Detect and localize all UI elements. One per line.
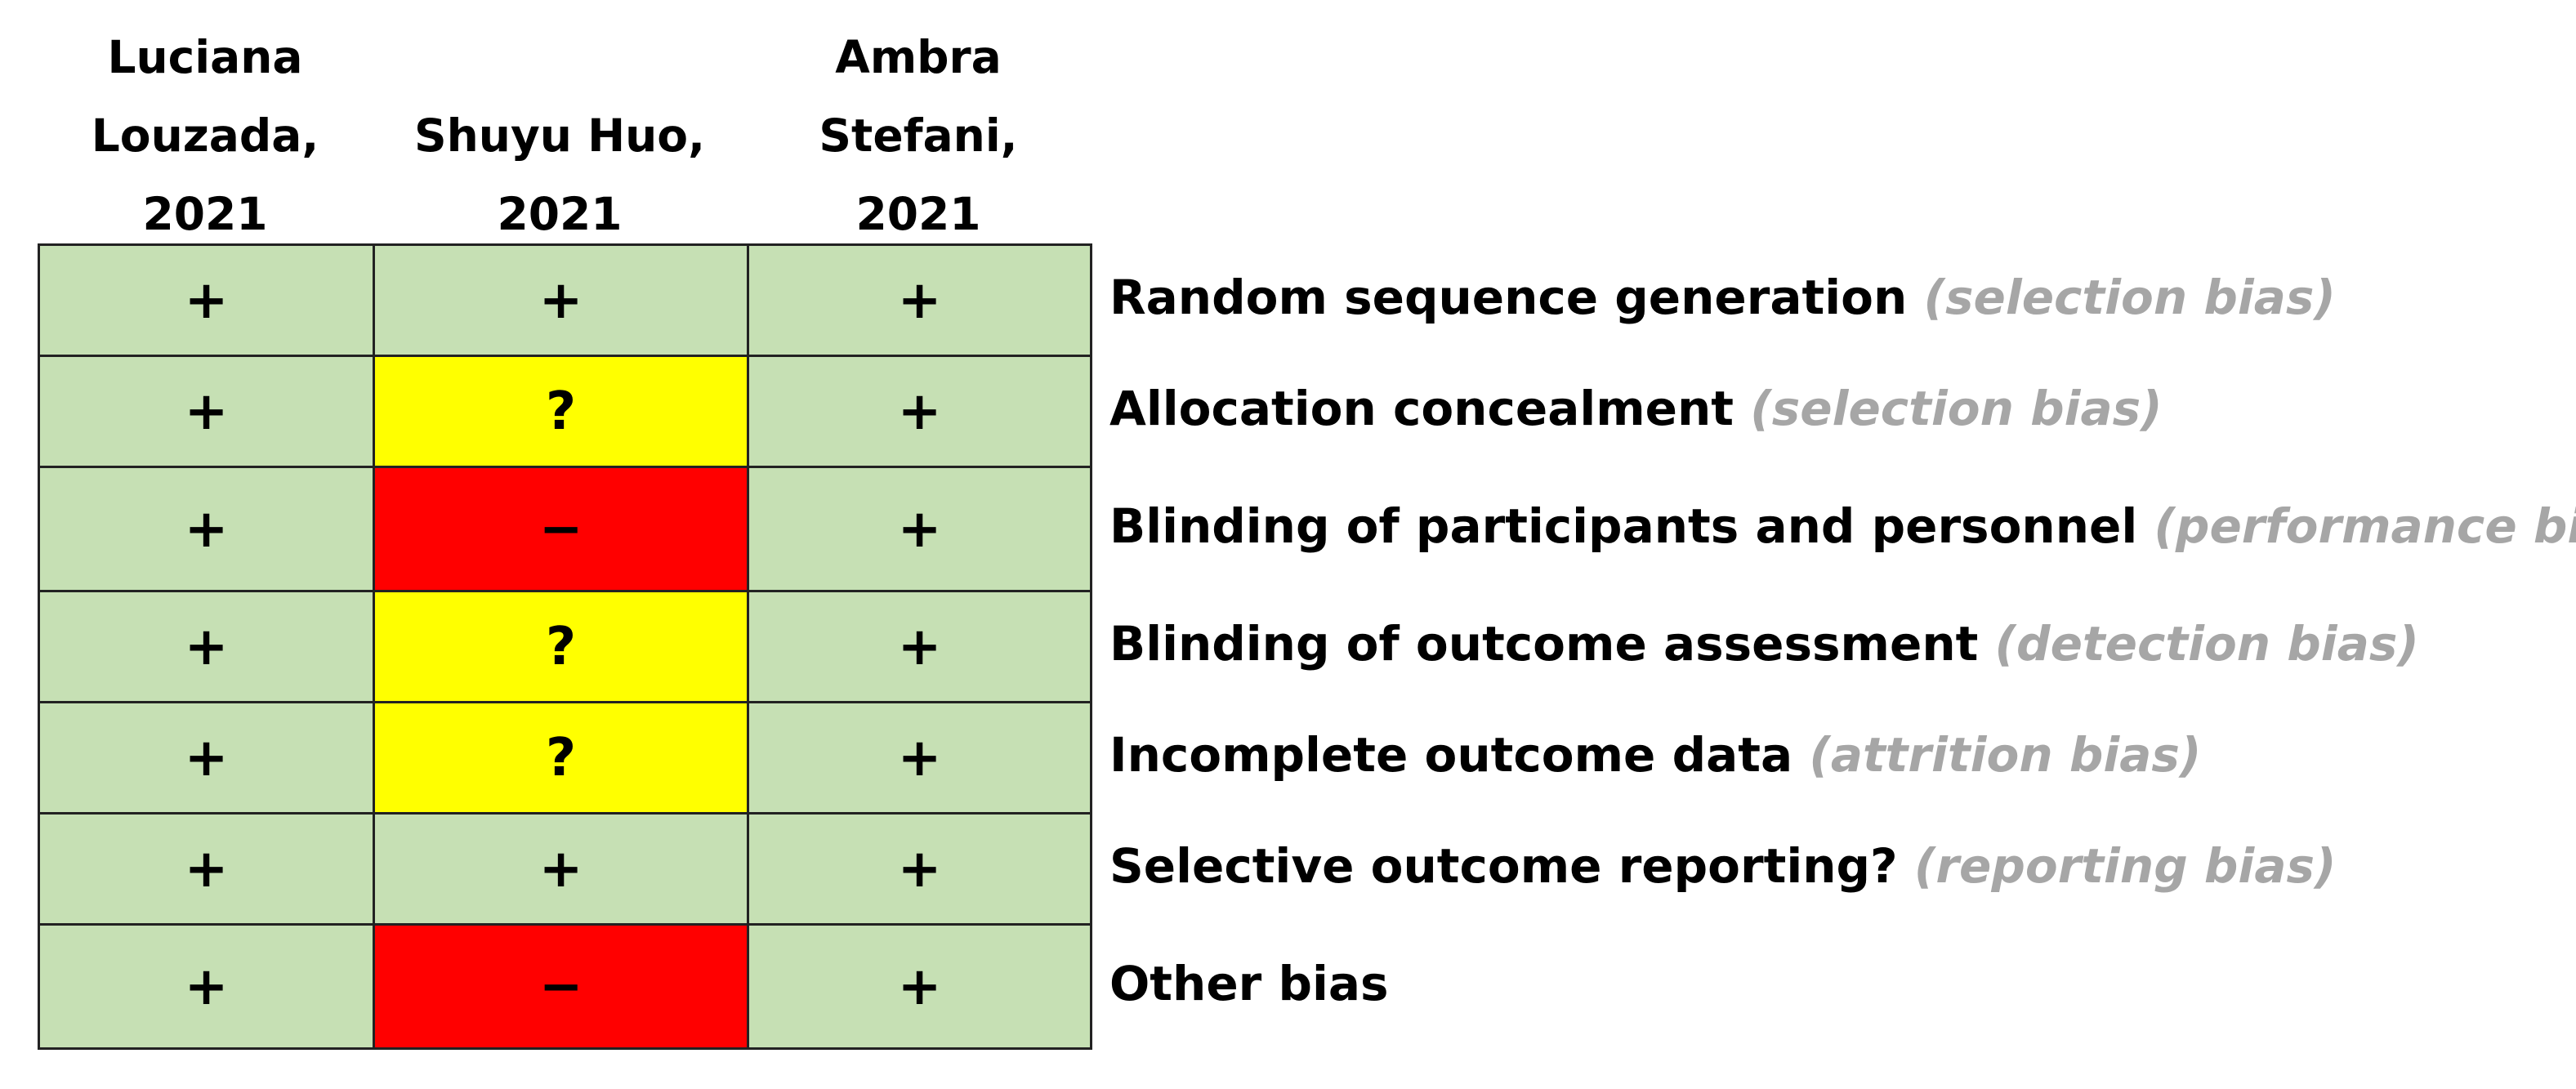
header-line: Stefani, xyxy=(819,109,1018,162)
header-shuyu-huo: Shuyu Huo, 2021 xyxy=(373,96,747,253)
judgement-cell: + xyxy=(747,590,1092,703)
domain-label: Blinding of outcome assessment (detectio… xyxy=(1109,616,2419,672)
bias-category: (selection bias) xyxy=(1923,270,2336,325)
judgement-cell: − xyxy=(373,923,749,1050)
bias-category: (selection bias) xyxy=(1750,381,2163,436)
domain-name: Selective outcome reporting? xyxy=(1109,838,1898,894)
header-line: 2021 xyxy=(855,188,981,240)
domain-label: Random sequence generation (selection bi… xyxy=(1109,270,2336,325)
judgement-cell: + xyxy=(38,590,375,703)
judgement-cell: + xyxy=(38,923,375,1050)
header-line: 2021 xyxy=(497,188,623,240)
domain-name: Blinding of participants and personnel xyxy=(1109,498,2138,554)
domain-label: Selective outcome reporting? (reporting … xyxy=(1109,838,2336,894)
judgement-cell: + xyxy=(38,701,375,815)
grid-row: +? + xyxy=(38,701,1092,815)
grid-row: +? + xyxy=(38,355,1092,468)
grid-row: +? + xyxy=(38,590,1092,703)
judgement-cell: + xyxy=(38,355,375,468)
judgement-cell: ? xyxy=(373,701,749,815)
judgement-cell: + xyxy=(38,243,375,357)
judgement-cell: ? xyxy=(373,355,749,468)
judgement-cell: + xyxy=(38,812,375,926)
domain-label: Other bias xyxy=(1109,956,1389,1011)
grid-row: + + + xyxy=(38,812,1092,926)
judgement-cell: + xyxy=(747,812,1092,926)
header-line: Ambra xyxy=(835,31,1002,83)
risk-of-bias-grid: + + + +? + + − + +? + +? + + + + + − + xyxy=(38,243,1092,1050)
header-luciana-louzada: Luciana Louzada, 2021 xyxy=(38,18,373,253)
bias-category: (performance bias) xyxy=(2154,498,2576,554)
bias-category: (reporting bias) xyxy=(1913,838,2337,894)
domain-name: Blinding of outcome assessment xyxy=(1109,616,1979,672)
domain-name: Other bias xyxy=(1109,956,1389,1011)
judgement-cell: + xyxy=(38,466,375,592)
judgement-cell: + xyxy=(747,701,1092,815)
header-line: Shuyu Huo, xyxy=(414,109,705,162)
domain-name: Allocation concealment xyxy=(1109,381,1734,436)
domain-name: Incomplete outcome data xyxy=(1109,727,1793,783)
domain-label: Blinding of participants and personnel (… xyxy=(1109,498,2576,554)
header-line: Louzada, xyxy=(91,109,319,162)
judgement-cell: ? xyxy=(373,590,749,703)
judgement-cell: + xyxy=(747,355,1092,468)
domain-name: Random sequence generation xyxy=(1109,270,1908,325)
judgement-cell: + xyxy=(373,243,749,357)
judgement-cell: + xyxy=(747,243,1092,357)
judgement-cell: − xyxy=(373,466,749,592)
grid-row: + − + xyxy=(38,923,1092,1050)
judgement-cell: + xyxy=(747,466,1092,592)
header-line: Luciana xyxy=(107,31,303,83)
bias-category: (detection bias) xyxy=(1994,616,2419,672)
header-ambra-stefani: Ambra Stefani, 2021 xyxy=(747,18,1090,253)
domain-label: Allocation concealment (selection bias) xyxy=(1109,381,2163,436)
bias-category: (attrition bias) xyxy=(1809,727,2202,783)
judgement-cell: + xyxy=(373,812,749,926)
grid-row: + + + xyxy=(38,243,1092,357)
domain-label: Incomplete outcome data (attrition bias) xyxy=(1109,727,2201,783)
header-line: 2021 xyxy=(142,188,268,240)
grid-row: + − + xyxy=(38,466,1092,592)
judgement-cell: + xyxy=(747,923,1092,1050)
